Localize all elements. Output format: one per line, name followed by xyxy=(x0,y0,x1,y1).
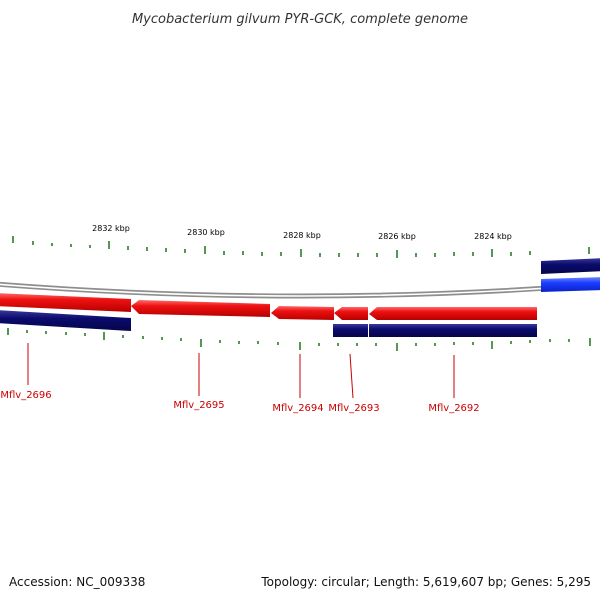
tick-labels: 2832 kbp 2830 kbp 2828 kbp 2826 kbp 2824… xyxy=(92,224,512,241)
tick-label: 2832 kbp xyxy=(92,224,130,233)
tick-label: 2824 kbp xyxy=(474,232,512,241)
gene-label-leaders xyxy=(27,343,455,399)
tick-marks-outer xyxy=(12,236,590,258)
gene-reverse-block[interactable] xyxy=(0,310,131,331)
gene-highlight-block[interactable] xyxy=(541,277,600,292)
gene-track-forward xyxy=(0,293,537,320)
gene-reverse-block[interactable] xyxy=(369,324,537,337)
tick-label: 2828 kbp xyxy=(283,231,321,240)
map-title: Mycobacterium gilvum PYR-GCK, complete g… xyxy=(132,12,468,27)
tick-label: 2826 kbp xyxy=(378,232,416,241)
genome-summary-text: Topology: circular; Length: 5,619,607 bp… xyxy=(260,575,591,589)
tick-marks-inner xyxy=(7,328,591,351)
gene-label[interactable]: Mflv_2694 xyxy=(272,403,323,414)
gene-track-reverse xyxy=(0,258,600,337)
gene-reverse-block[interactable] xyxy=(541,258,600,274)
gene-labels: Mflv_2696 Mflv_2695 Mflv_2694 Mflv_2693 … xyxy=(0,390,479,414)
gene-label[interactable]: Mflv_2693 xyxy=(328,403,379,414)
accession-text: Accession: NC_009338 xyxy=(9,575,145,589)
genome-backbone xyxy=(0,281,600,299)
gene-mflv-2693[interactable] xyxy=(334,307,368,320)
gene-mflv-2695[interactable] xyxy=(131,300,270,317)
gene-mflv-2696[interactable] xyxy=(0,293,131,312)
gene-label[interactable]: Mflv_2695 xyxy=(173,400,224,411)
gene-mflv-2694[interactable] xyxy=(271,306,334,320)
gene-label[interactable]: Mflv_2692 xyxy=(428,403,479,414)
tick-label: 2830 kbp xyxy=(187,228,225,237)
gene-label[interactable]: Mflv_2696 xyxy=(0,390,51,401)
gene-reverse-block[interactable] xyxy=(333,324,368,337)
gene-mflv-2692[interactable] xyxy=(369,307,537,320)
